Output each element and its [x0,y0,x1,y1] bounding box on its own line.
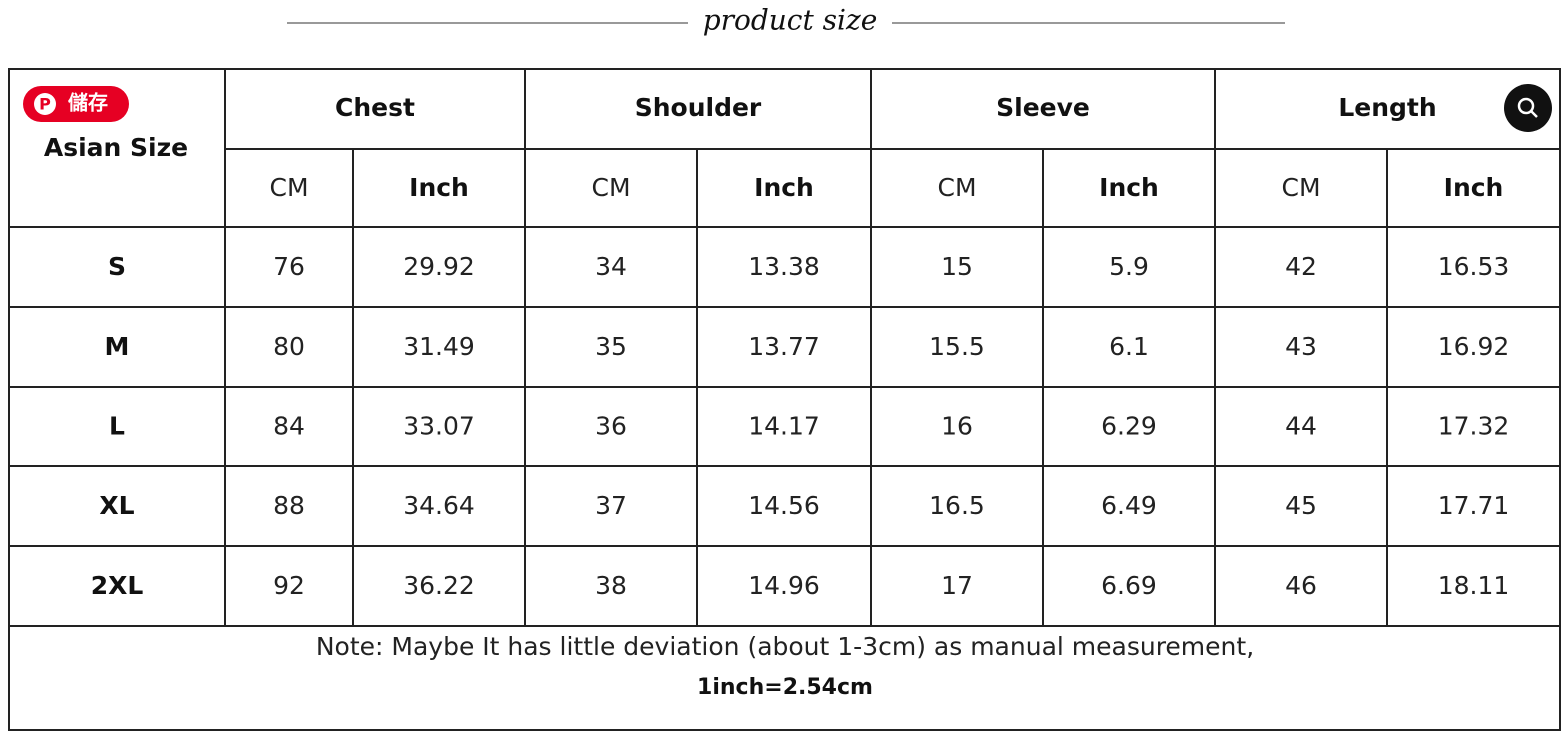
pinterest-icon [34,93,56,115]
cell: 34.64 [403,491,475,520]
size-label: 2XL [91,571,144,600]
lens-icon [1517,97,1535,115]
visual-search-button[interactable] [1504,84,1552,132]
cell: 36.22 [403,571,475,600]
cell: 15 [941,252,973,281]
cell: 18.11 [1438,571,1510,600]
lens-handle [1530,110,1538,118]
cell: 44 [1285,412,1317,441]
cell: 37 [595,491,627,520]
pinterest-glyph: P [39,95,51,114]
group-header: Length [1338,93,1436,122]
unit-header: Inch [754,173,814,202]
size-label: L [109,412,125,441]
cell: 36 [595,412,627,441]
cell: 34 [595,252,627,281]
cell: 16.5 [929,491,985,520]
unit-header: CM [591,173,630,202]
cell: 17.71 [1438,491,1510,520]
cell: 16.53 [1438,252,1510,281]
cell: 17 [941,571,973,600]
table-border [8,68,1561,731]
table: Asian Size Chest Shoulder Sleeve Length CM Inc… [9,69,1560,700]
cell: 16.92 [1438,332,1510,361]
save-button[interactable]: P 儲存 [23,86,129,122]
unit-header: CM [937,173,976,202]
cell: 31.49 [403,332,475,361]
size-label: M [105,332,130,361]
cell: 45 [1285,491,1317,520]
unit-header: Inch [1099,173,1159,202]
cell: 16 [941,412,973,441]
unit-header: Inch [1444,173,1504,202]
group-header: Chest [335,93,415,122]
cell: 5.9 [1109,252,1149,281]
cell: 6.69 [1101,571,1157,600]
cell: 6.1 [1109,332,1149,361]
cell: 14.96 [748,571,820,600]
save-label[interactable]: 儲存 [68,91,108,115]
cell: 42 [1285,252,1317,281]
cell: 17.32 [1438,412,1510,441]
cell: 13.77 [748,332,820,361]
cell: 33.07 [403,412,475,441]
corner-label: Asian Size [44,133,188,162]
cell: 14.56 [748,491,820,520]
cell: 6.49 [1101,491,1157,520]
cell: 43 [1285,332,1317,361]
size-label: S [108,252,126,281]
cell: 29.92 [403,252,475,281]
cell: 80 [273,332,305,361]
cell: 15.5 [929,332,985,361]
cell: 84 [273,412,305,441]
cell: 88 [273,491,305,520]
size-label: XL [99,491,134,520]
unit-header: CM [1281,173,1320,202]
cell: 14.17 [748,412,820,441]
cell: 38 [595,571,627,600]
cell: 46 [1285,571,1317,600]
cell: 13.38 [748,252,820,281]
group-header: Shoulder [635,93,762,122]
group-header: Sleeve [996,93,1090,122]
cell: 76 [273,252,305,281]
cell: 92 [273,571,305,600]
title: product size [703,4,878,37]
unit-header: CM [269,173,308,202]
lens-bg[interactable] [1504,84,1552,132]
note: Note: Maybe It has little deviation (abo… [316,632,1254,661]
cell: 35 [595,332,627,361]
note: 1inch=2.54cm [697,675,873,700]
unit-header: Inch [409,173,469,202]
cell: 6.29 [1101,412,1157,441]
